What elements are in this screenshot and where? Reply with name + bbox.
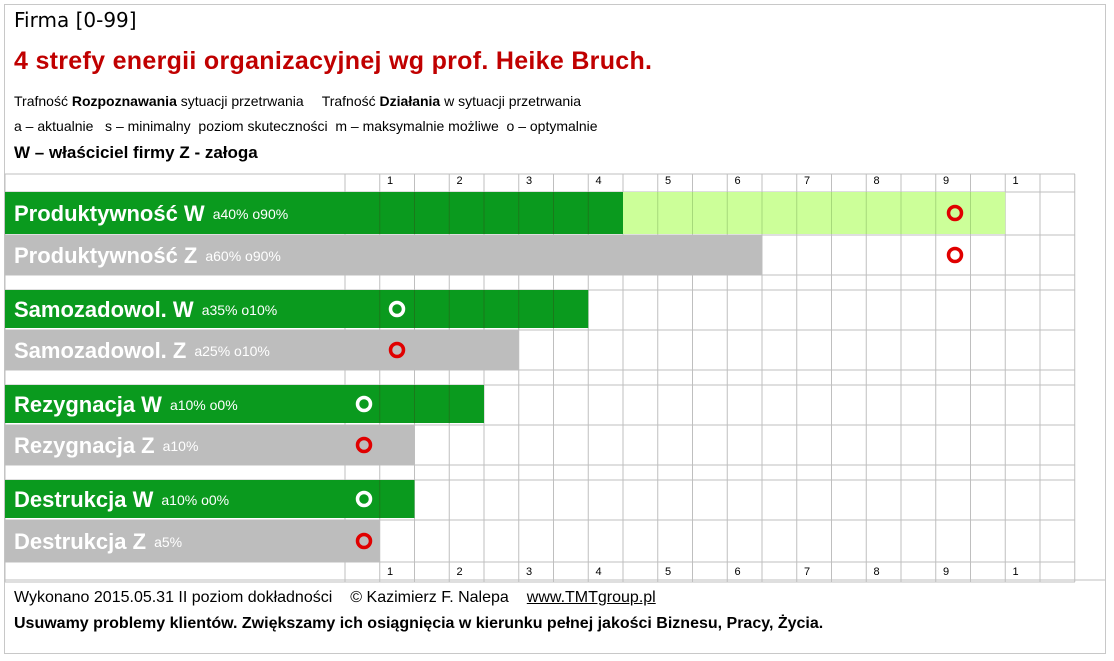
bar-label: Produktywność W <box>14 201 205 226</box>
recognition-rest: sytuacji przetrwania <box>176 93 304 109</box>
optimal-marker <box>946 204 964 222</box>
bar-annotation: a10% o0% <box>161 492 229 508</box>
footer-info: Wykonano 2015.05.31 II poziom dokładnośc… <box>14 589 656 607</box>
bar-label: Destrukcja W <box>14 487 154 512</box>
chart-title: 4 strefy energii organizacyjnej wg prof.… <box>14 47 653 75</box>
footer-motto: Usuwamy problemy klientów. Zwiększamy ic… <box>14 615 824 632</box>
bar-owner <box>5 480 415 518</box>
bar-optimal-range <box>623 192 1006 234</box>
tick-label-bottom: 1 <box>387 566 393 578</box>
recognition-text: Trafność Rozpoznawania sytuacji przetrwa… <box>14 93 304 109</box>
bar-label: Produktywność Z <box>14 243 197 268</box>
tick-label-bottom: 1 <box>1013 566 1019 578</box>
tick-label-top: 5 <box>665 175 671 187</box>
optimal-marker <box>946 246 964 264</box>
tick-label-bottom: 8 <box>874 566 880 578</box>
bar-annotation: a40% o90% <box>213 206 289 222</box>
action-rest: w sytuacji przetrwania <box>440 93 582 109</box>
bar-crew <box>5 330 519 370</box>
bar-crew <box>5 235 762 275</box>
bar-label: Samozadowol. W <box>14 297 194 322</box>
bar-owner <box>5 192 623 234</box>
bar-crew <box>5 520 380 562</box>
group-legend: W – właściciel firmy Z - załoga <box>14 143 258 162</box>
optimal-marker <box>388 341 406 359</box>
optimal-marker <box>355 532 373 550</box>
bar-annotation: a5% <box>154 534 182 550</box>
recognition-bold: Rozpoznawania <box>71 93 177 109</box>
firm-label: Firma [0-99] <box>14 8 137 32</box>
bar-owner <box>5 290 589 328</box>
bar-owner <box>5 385 484 423</box>
bar-label: Samozadowol. Z <box>14 338 186 363</box>
footer-copyright: © Kazimierz F. Nalepa <box>350 589 509 606</box>
action-bold: Działania <box>379 93 441 109</box>
tick-label-bottom: 6 <box>735 566 741 578</box>
bar-annotation: a25% o10% <box>194 343 270 359</box>
bar-annotation: a60% o90% <box>205 248 281 264</box>
tick-label-top: 1 <box>387 175 393 187</box>
tick-label-bottom: 4 <box>596 566 602 578</box>
tick-label-top: 8 <box>874 175 880 187</box>
bar-label: Destrukcja Z <box>14 529 146 554</box>
tick-label-top: 1 <box>1013 175 1019 187</box>
tick-label-bottom: 9 <box>943 566 949 578</box>
tick-label-top: 4 <box>596 175 602 187</box>
tick-label-bottom: 7 <box>804 566 810 578</box>
action-prefix: Trafność <box>321 93 380 109</box>
tick-label-bottom: 3 <box>526 566 532 578</box>
optimal-marker <box>355 490 373 508</box>
footer-url-link[interactable]: www.TMTgroup.pl <box>526 589 656 606</box>
subtitle-line1: Trafność Rozpoznawania sytuacji przetrwa… <box>14 93 581 109</box>
tick-label-top: 6 <box>735 175 741 187</box>
bar-annotation: a35% o10% <box>202 302 278 318</box>
optimal-marker <box>355 436 373 454</box>
tick-label-bottom: 5 <box>665 566 671 578</box>
subtitle-line2: a – aktualnie s – minimalny poziom skute… <box>14 118 598 134</box>
tick-label-top: 9 <box>943 175 949 187</box>
tick-label-top: 3 <box>526 175 532 187</box>
recognition-prefix: Trafność <box>14 93 72 109</box>
bar-label: Rezygnacja Z <box>14 433 155 458</box>
footer-made: Wykonano 2015.05.31 II poziom dokładnośc… <box>14 589 333 606</box>
bar-annotation: a10% <box>163 438 199 454</box>
tick-label-top: 2 <box>457 175 463 187</box>
bar-crew <box>5 425 415 465</box>
bar-annotation: a10% o0% <box>170 397 238 413</box>
tick-label-bottom: 2 <box>457 566 463 578</box>
action-text: Trafność Działania w sytuacji przetrwani… <box>322 93 581 109</box>
tick-label-top: 7 <box>804 175 810 187</box>
bar-label: Rezygnacja W <box>14 392 162 417</box>
optimal-marker <box>388 300 406 318</box>
optimal-marker <box>355 395 373 413</box>
